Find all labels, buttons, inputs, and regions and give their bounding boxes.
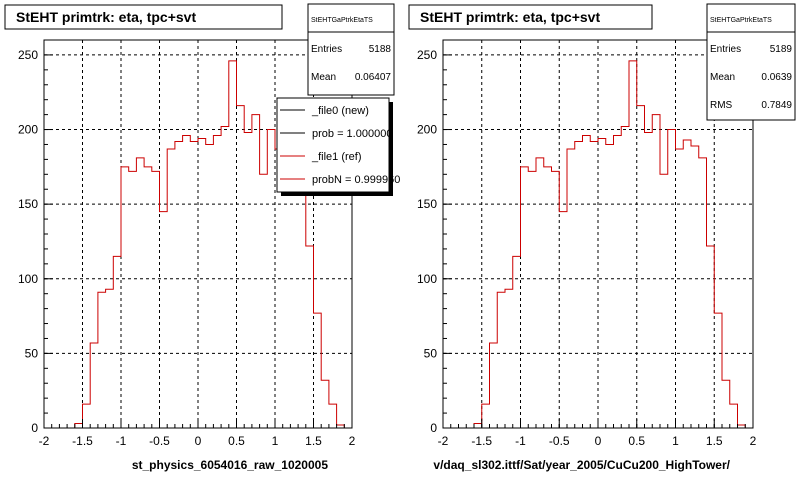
y-tick-label: 250 [417, 48, 437, 62]
y-tick-label: 150 [18, 197, 38, 211]
x-tick-label: -1 [116, 434, 127, 448]
pad-2-stats-mean-label: Mean [710, 72, 735, 83]
pad-1-title: StEHT primtrk: eta, tpc+svt [16, 9, 196, 25]
y-tick-label: 0 [430, 421, 437, 435]
pad-2-stats-entries-value: 5189 [770, 44, 793, 55]
y-tick-label: 200 [18, 123, 38, 137]
pad-1-x-axis-label: st_physics_6054016_raw_1020005 [132, 458, 328, 472]
x-tick-label: 2 [750, 434, 757, 448]
x-tick-label: -1 [515, 434, 526, 448]
y-tick-label: 150 [417, 197, 437, 211]
legend-label-prob: prob = 1.000000 [312, 128, 392, 140]
pad-2-stats-rms-label: RMS [710, 100, 733, 111]
x-tick-label: 1 [672, 434, 679, 448]
pad-2-axis-ticks: -2 -1.5 -1 -0.5 0 0.5 1 1.5 2 0 50 100 150 200 250 [417, 39, 757, 448]
pad-2-stats-entries-label: Entries [710, 44, 741, 55]
pad-2: -2 -1.5 -1 -0.5 0 0.5 1 1.5 2 0 50 100 150 200 250 StE… [408, 3, 796, 472]
y-tick-label: 200 [417, 123, 437, 137]
x-tick-label: 1.5 [706, 434, 723, 448]
pad-1-legend: _file0 (new) prob = 1.000000 _file1 (ref… [276, 97, 400, 196]
y-tick-label: 100 [417, 272, 437, 286]
legend-label-probn: probN = 0.999960 [312, 174, 400, 186]
pad-2-stats-box: StEHTGaPtrkEtaTS Entries 5189 Mean 0.063… [706, 3, 796, 121]
x-tick-label: -1.5 [471, 434, 492, 448]
pad-1-stats-entries-value: 5188 [369, 44, 392, 55]
pad-2-stats-mean-value: 0.0639 [761, 72, 792, 83]
y-tick-label: 250 [18, 48, 38, 62]
legend-label-file1: _file1 (ref) [311, 151, 362, 163]
y-tick-label: 50 [25, 346, 39, 360]
x-tick-label: -2 [39, 434, 50, 448]
x-tick-label: 0 [195, 434, 202, 448]
pad-2-stats-rms-value: 0.7849 [761, 100, 792, 111]
pad-2-histogram [443, 60, 753, 429]
pad-1-axis-ticks: -2 -1.5 -1 -0.5 0 0.5 1 1.5 2 0 50 100 150 200 250 [18, 39, 356, 448]
x-tick-label: -2 [438, 434, 449, 448]
pad-1-stats-entries-label: Entries [311, 44, 342, 55]
x-tick-label: -0.5 [549, 434, 570, 448]
pad-1-stats-mean-label: Mean [311, 72, 336, 83]
x-tick-label: 0.5 [228, 434, 245, 448]
x-tick-label: 1 [272, 434, 279, 448]
x-tick-label: 1.5 [305, 434, 322, 448]
pad-2-title: StEHT primtrk: eta, tpc+svt [420, 9, 600, 25]
pad-1-title-box [4, 4, 283, 30]
x-tick-label: 0 [595, 434, 602, 448]
x-tick-label: -0.5 [149, 434, 170, 448]
y-tick-label: 100 [18, 272, 38, 286]
x-tick-label: 0.5 [628, 434, 645, 448]
pad-1: -2 -1.5 -1 -0.5 0 0.5 1 1.5 2 0 50 100 150 200 250 StE… [4, 3, 400, 472]
x-tick-label: 2 [349, 434, 356, 448]
pad-2-stats-name: StEHTGaPtrkEtaTS [710, 17, 772, 24]
x-tick-label: -1.5 [72, 434, 93, 448]
y-tick-label: 0 [31, 421, 38, 435]
legend-label-file0: _file0 (new) [311, 105, 369, 117]
pad-1-stats-box: StEHTGaPtrkEtaTS Entries 5188 Mean 0.064… [307, 3, 395, 96]
pad-2-x-axis-label: v/daq_sl302.ittf/Sat/year_2005/CuCu200_H… [433, 458, 730, 472]
pad-1-stats-mean-value: 0.06407 [355, 72, 392, 83]
pad-2-title-box [408, 4, 653, 30]
pad-1-stats-name: StEHTGaPtrkEtaTS [311, 17, 373, 24]
y-tick-label: 50 [424, 346, 438, 360]
